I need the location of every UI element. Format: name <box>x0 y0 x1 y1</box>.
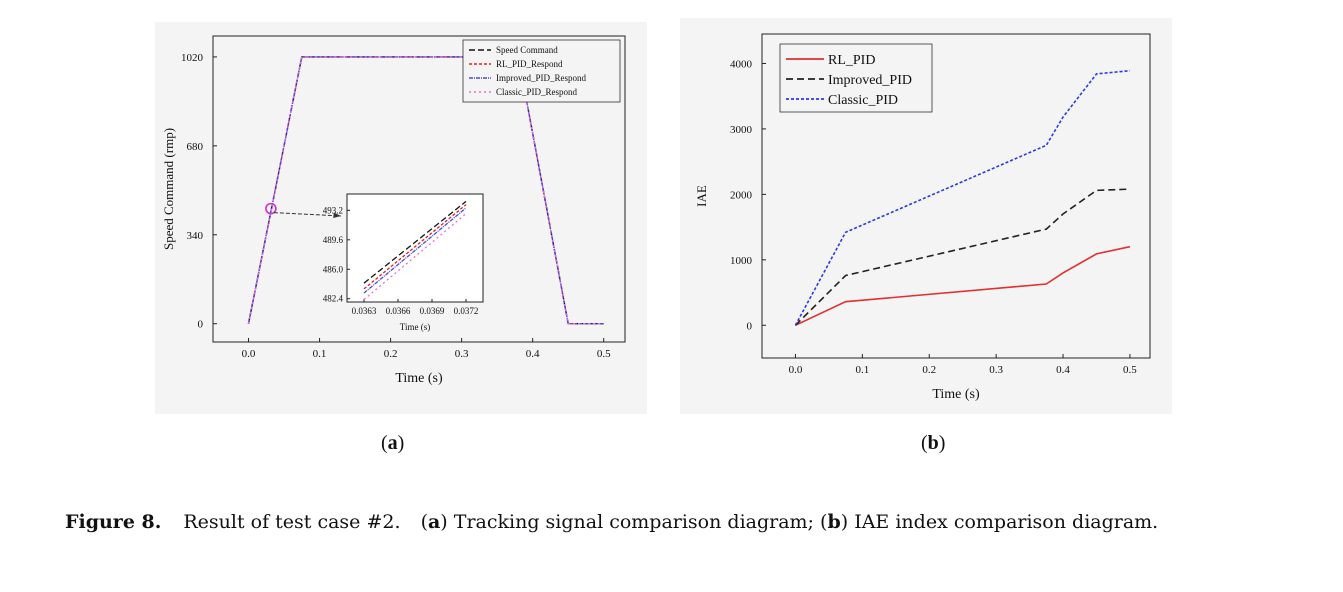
caption-label: Figure 8. <box>65 511 162 533</box>
chart-a-y-tick-label: 1020 <box>181 52 204 64</box>
chart-b-x-tick-label: 0.1 <box>855 364 869 376</box>
chart-a-x-tick-label: 0.4 <box>526 348 540 360</box>
chart-a-legend-label: Improved_PID_Respond <box>496 73 586 83</box>
chart-a-y-axis-label: Speed Command (rmp) <box>161 128 176 250</box>
paren-open: ( <box>820 511 828 533</box>
chart-a-svg: 0.0 0.1 0.2 0.3 0.4 0.5 0 340 680 1020 Time (s) Spe… <box>161 35 626 386</box>
chart-b-svg: 0.0 0.1 0.2 0.3 0.4 0.5 0 1000 2000 3000 4000 Time … <box>694 33 1151 402</box>
chart-b-y-tick-label: 4000 <box>730 58 753 70</box>
caption-part-b: (b) <box>820 511 848 533</box>
chart-b-y-tick-label: 2000 <box>730 189 753 201</box>
chart-a-inset-y-tick-label: 482.4 <box>323 294 344 304</box>
chart-a-inset-series-line <box>363 213 467 301</box>
chart-a-x-tick-label: 0.1 <box>313 348 327 360</box>
chart-b-y-tick-label: 3000 <box>730 124 753 136</box>
chart-a-inset-x-tick-label: 0.0372 <box>454 306 479 316</box>
figure-caption: Figure 8. Result of test case #2. (a) Tra… <box>65 505 1280 539</box>
chart-a-legend-label: Classic_PID_Respond <box>496 87 578 97</box>
chart-a-y-tick-label: 340 <box>187 230 204 242</box>
chart-a-inset-series-line <box>363 200 467 284</box>
subfigure-label-a: (a) <box>381 432 404 455</box>
chart-b-x-tick-label: 0.3 <box>989 364 1003 376</box>
chart-b-legend-box <box>779 43 933 113</box>
paren-close: ) <box>840 511 849 533</box>
subfigure-label-b: (b) <box>921 432 945 455</box>
chart-b-x-tick-label: 0.4 <box>1056 364 1070 376</box>
chart-a-inset-x-tick-label: 0.0366 <box>386 306 411 316</box>
chart-b-plot-frame <box>761 33 1151 359</box>
chart-a-y-tick-label: 680 <box>187 141 204 153</box>
chart-b-panel: 0.0 0.1 0.2 0.3 0.4 0.5 0 1000 2000 3000 4000 Time … <box>680 18 1172 414</box>
caption-text-1: Result of test case #2. <box>183 511 401 533</box>
chart-a-x-tick-label: 0.5 <box>597 348 611 360</box>
chart-a-plot-frame <box>212 35 626 343</box>
chart-b-x-tick-label: 0.0 <box>789 364 803 376</box>
chart-a-x-tick-label: 0.0 <box>242 348 256 360</box>
paren-close: ) <box>440 511 448 533</box>
chart-a-inset-x-axis-label: Time (s) <box>400 322 430 332</box>
chart-a-inset-series-line <box>363 204 467 290</box>
chart-a-inset-y-tick-label: 489.6 <box>323 235 344 245</box>
chart-a-inset-x-tick-label: 0.0369 <box>420 306 445 316</box>
chart-a-y-tick-label: 0 <box>198 319 204 331</box>
subfigure-letter-a: a <box>387 432 398 454</box>
chart-a-x-axis-label: Time (s) <box>395 371 443 386</box>
caption-letter-a: a <box>427 511 441 533</box>
chart-b-series-line <box>795 245 1131 327</box>
paren-open: ( <box>420 511 428 533</box>
chart-a-series-line <box>247 56 604 325</box>
chart-a-x-tick-label: 0.2 <box>384 348 398 360</box>
chart-a-legend-label: Speed Command <box>496 45 558 55</box>
paren-close: ) <box>938 432 946 454</box>
chart-b-legend-label: Improved_PID <box>828 73 912 88</box>
chart-b-y-axis-label: IAE <box>694 185 709 207</box>
chart-a-legend-label: RL_PID_Respond <box>496 59 563 69</box>
caption-letter-b: b <box>827 511 841 533</box>
caption-part-a: (a) <box>421 511 448 533</box>
chart-a-zoom-marker <box>265 202 277 215</box>
chart-a-inset-y-tick-label: 486.0 <box>323 264 344 274</box>
chart-b-series-line <box>794 69 1130 326</box>
paren-open: ( <box>381 432 388 454</box>
chart-a-inset-x-tick-label: 0.0363 <box>352 306 377 316</box>
chart-a-panel: 0.0 0.1 0.2 0.3 0.4 0.5 0 340 680 1020 Time (s) Spe… <box>155 22 647 414</box>
chart-a-zoom-arrow <box>273 212 342 217</box>
chart-a-zoom-arrowhead <box>333 212 341 218</box>
chart-b-legend-label: Classic_PID <box>828 93 898 108</box>
paren-open: ( <box>921 432 928 454</box>
chart-b-legend-label: RL_PID <box>828 53 875 68</box>
caption-text-2: Tracking signal comparison diagram; <box>453 511 814 533</box>
chart-a-x-tick-label: 0.3 <box>455 348 469 360</box>
chart-b-y-tick-label: 1000 <box>730 255 753 267</box>
chart-b-x-tick-label: 0.5 <box>1123 364 1137 376</box>
caption-text-3: IAE index comparison diagram. <box>854 511 1159 533</box>
chart-b-x-axis-label: Time (s) <box>932 387 980 402</box>
chart-b-series-line <box>794 188 1130 326</box>
chart-a-inset-y-tick-label: 493.2 <box>323 205 343 215</box>
paren-close: ) <box>397 432 405 454</box>
subfigure-letter-b: b <box>927 432 939 454</box>
chart-b-x-tick-label: 0.2 <box>922 364 936 376</box>
chart-a-inset-series-line <box>363 207 467 294</box>
chart-b-y-tick-label: 0 <box>747 320 753 332</box>
